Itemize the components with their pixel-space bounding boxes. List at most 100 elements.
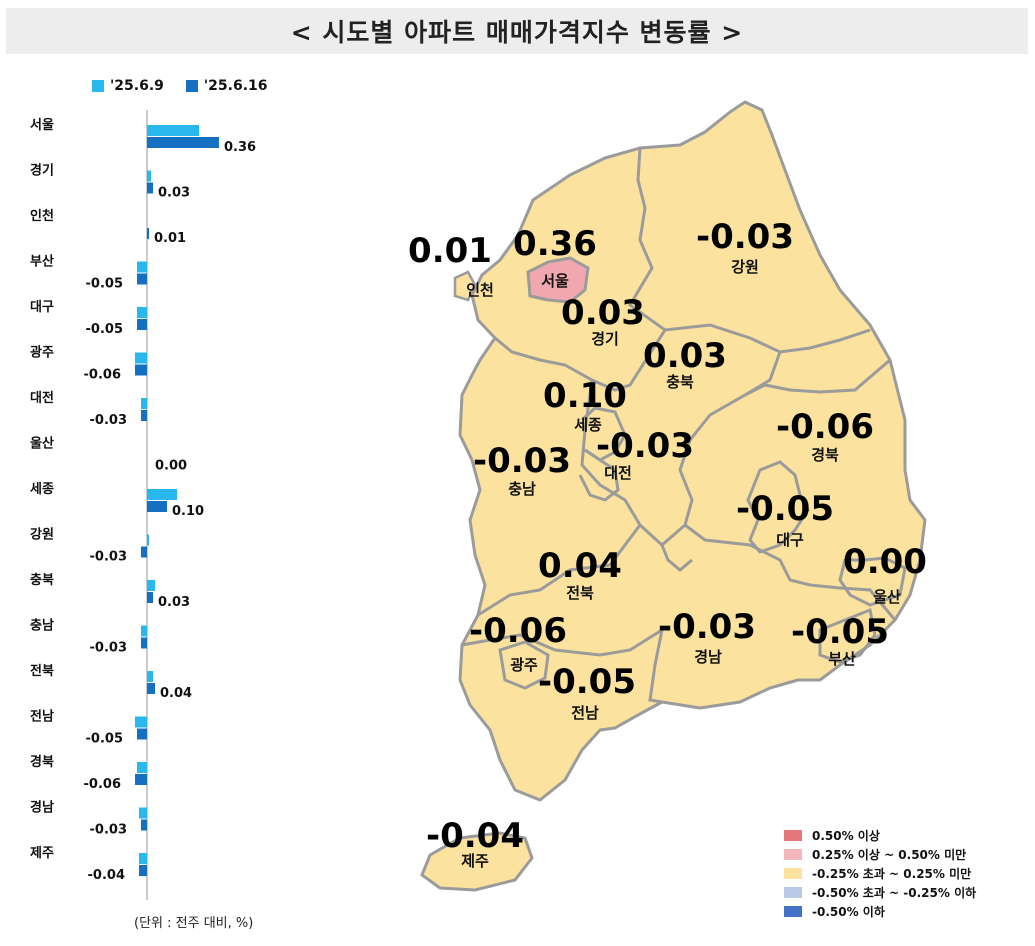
bar-prev (141, 625, 147, 637)
gwangju-shape (498, 640, 550, 690)
region-name: 대전 (604, 464, 632, 482)
value-label: 0.03 (158, 186, 190, 201)
bar-prev (147, 170, 151, 182)
bar-current (135, 364, 147, 376)
region-value: 0.00 (843, 542, 927, 582)
busan-border (818, 607, 877, 664)
value-label: -0.05 (86, 277, 123, 292)
value-label: -0.05 (86, 322, 123, 337)
daejeon-border (578, 448, 620, 502)
value-label: -0.03 (90, 823, 127, 838)
bar-current (147, 592, 153, 603)
region-name: 충북 (666, 373, 694, 391)
map-legend-swatch (784, 868, 802, 879)
bar-current (137, 273, 147, 285)
bar-prev (147, 671, 153, 682)
region-value: -0.06 (469, 611, 567, 651)
gyeongbuk-south-border (684, 523, 897, 621)
region-value: -0.06 (776, 407, 874, 447)
category-label: 세종 (30, 482, 54, 497)
map-legend-swatch (784, 906, 802, 917)
bar-current (135, 774, 147, 785)
legend-label-prev: '25.6.9 (110, 78, 164, 94)
region-value: -0.03 (596, 426, 694, 466)
legend-item-prev: '25.6.9 (92, 78, 164, 94)
category-label: 대구 (30, 300, 54, 315)
bar-prev (139, 807, 147, 819)
region-name: 경기 (591, 330, 619, 348)
category-label: 제주 (30, 846, 54, 861)
map-legend-label: -0.50% 이하 (812, 905, 885, 919)
daegu-shape (746, 460, 810, 554)
bar-prev (139, 853, 147, 864)
region-value: -0.05 (538, 662, 636, 702)
region-name: 울산 (873, 588, 901, 606)
category-label: 경기 (30, 163, 54, 179)
region-value: -0.05 (736, 489, 834, 529)
legend-swatch-current (185, 80, 198, 92)
ulsan-border (838, 556, 907, 607)
jeonnam-border (461, 626, 665, 704)
value-label: -0.03 (90, 413, 127, 428)
bar-current (139, 865, 147, 876)
bar-prev (141, 398, 147, 409)
value-label: -0.03 (90, 550, 127, 565)
map-legend-row: -0.50% 이하 (784, 902, 976, 921)
bar-prev (135, 716, 147, 728)
region-name: 충남 (508, 480, 536, 498)
bar-prev (147, 489, 177, 500)
seoul-shape (526, 256, 590, 304)
region-name: 대구 (776, 531, 804, 549)
region-name: 경남 (694, 648, 722, 666)
title-bar: < 시도별 아파트 매매가격지수 변동률 > (6, 8, 1028, 54)
region-value: -0.03 (473, 441, 571, 481)
gyeonggi-south-border (494, 329, 667, 392)
value-label: 0.00 (155, 459, 187, 474)
bar-current (147, 182, 153, 194)
bar-current (141, 637, 147, 649)
bar-prev (137, 261, 147, 273)
region-name: 제주 (461, 852, 489, 870)
value-label: -0.06 (84, 777, 121, 792)
map-legend: 0.50% 이상 0.25% 이상 ~ 0.50% 미만 -0.25% 초과 ~… (784, 826, 976, 921)
map-legend-swatch (784, 887, 802, 898)
category-label: 울산 (30, 436, 54, 452)
map-legend-label: 0.25% 이상 ~ 0.50% 미만 (812, 848, 967, 862)
region-value: -0.05 (791, 612, 889, 652)
incheon-island (453, 270, 477, 302)
region-name: 전남 (571, 704, 599, 722)
category-label: 부산 (30, 254, 54, 270)
region-value: 0.03 (643, 336, 727, 376)
value-label: 0.36 (224, 140, 256, 155)
bar-prev (147, 125, 199, 136)
bar-current (141, 546, 147, 558)
bar-legend: '25.6.9 '25.6.16 (92, 78, 268, 94)
region-name: 세종 (574, 416, 602, 434)
region-value: 0.10 (543, 376, 627, 416)
map-legend-row: -0.50% 초과 ~ -0.25% 이하 (784, 883, 976, 902)
legend-item-current: '25.6.16 (185, 78, 268, 94)
bar-chart: 서울 0.36 경기 0.03 인천 0.01 부산 -0.05 대구 -0.05 광주 -0.06 대… (30, 110, 256, 900)
bar-prev (137, 762, 147, 773)
region-name: 부산 (828, 650, 856, 668)
region-value: -0.03 (696, 217, 794, 257)
region-value: 0.36 (513, 224, 597, 264)
region-name: 강원 (731, 258, 759, 276)
bar-current (137, 319, 147, 330)
value-label: -0.05 (86, 732, 123, 747)
bar-current (147, 683, 155, 694)
legend-swatch-prev (92, 80, 104, 92)
map-legend-label: -0.25% 초과 ~ 0.25% 미만 (812, 867, 972, 881)
gyeongbuk-border (744, 358, 891, 397)
region-name: 인천 (466, 281, 494, 299)
region-name: 경북 (811, 446, 839, 464)
region-value: 0.04 (538, 546, 622, 586)
unit-note: (단위 : 전주 대비, %) (134, 916, 254, 931)
bar-prev (147, 580, 155, 591)
value-label: 0.04 (160, 686, 192, 701)
value-label: -0.06 (84, 368, 121, 383)
map-legend-row: 0.50% 이상 (784, 826, 976, 845)
value-label: -0.04 (88, 868, 125, 883)
bar-current (141, 819, 147, 831)
map-legend-label: 0.50% 이상 (812, 829, 880, 843)
